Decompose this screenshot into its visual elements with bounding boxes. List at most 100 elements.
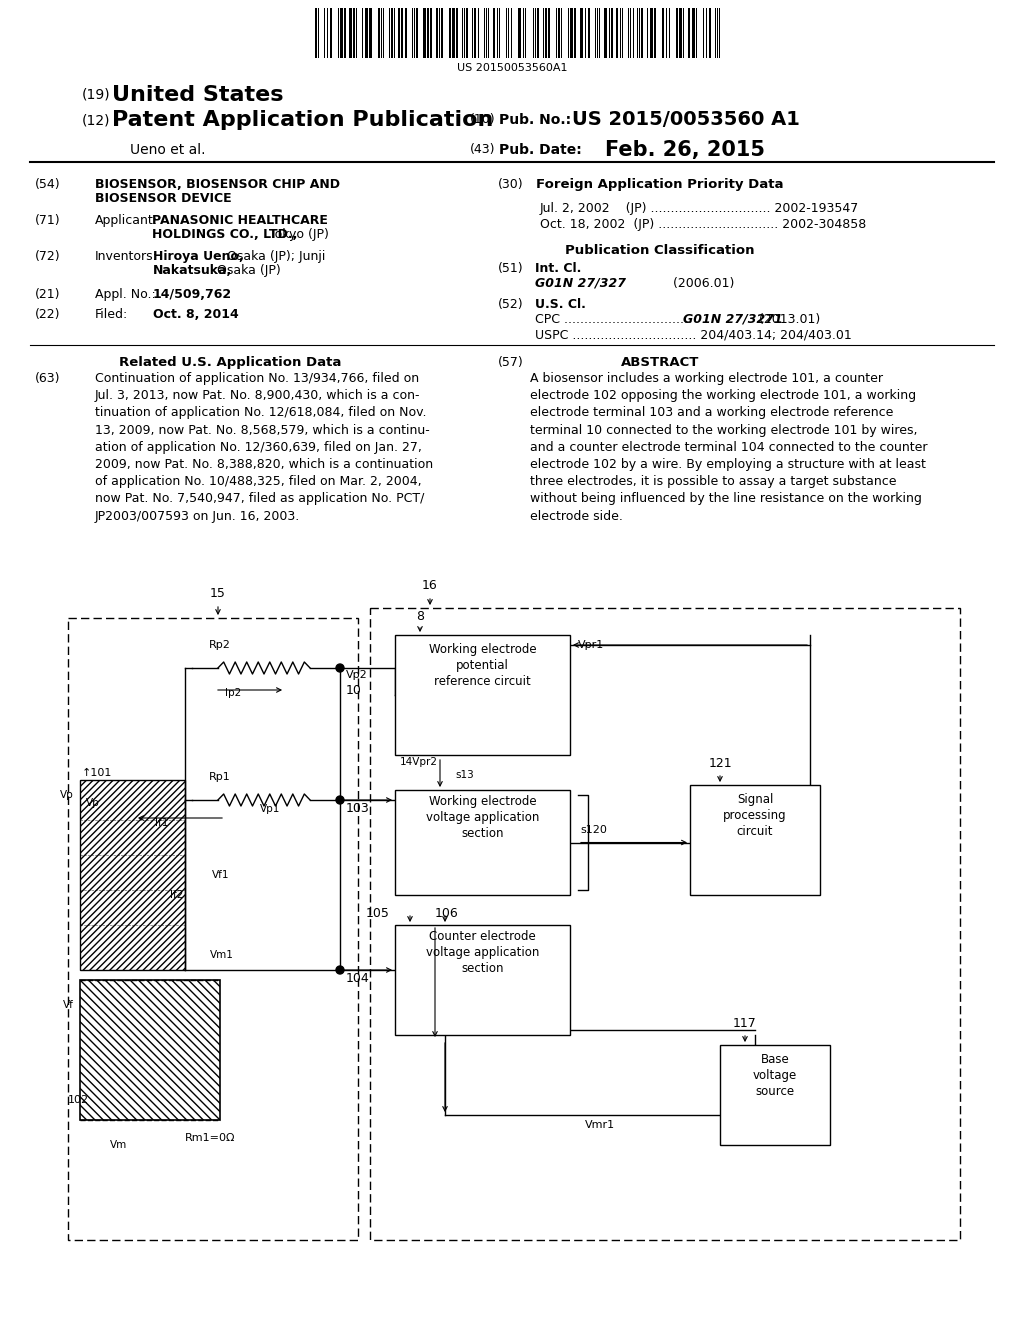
Text: Vf: Vf xyxy=(63,1001,74,1010)
Bar xyxy=(416,8,418,58)
Text: Vp2: Vp2 xyxy=(346,671,368,680)
Text: Continuation of application No. 13/934,766, filed on
Jul. 3, 2013, now Pat. No. : Continuation of application No. 13/934,7… xyxy=(95,372,433,523)
Bar xyxy=(423,8,426,58)
Bar xyxy=(679,8,682,58)
Text: s13: s13 xyxy=(455,770,474,780)
Bar xyxy=(449,8,451,58)
Text: (2006.01): (2006.01) xyxy=(633,277,734,290)
Text: (10): (10) xyxy=(470,114,496,125)
Bar xyxy=(692,8,695,58)
Text: (21): (21) xyxy=(35,288,60,301)
Text: Int. Cl.: Int. Cl. xyxy=(535,261,582,275)
Bar xyxy=(406,8,407,58)
Bar xyxy=(720,1045,830,1144)
Text: U.S. Cl.: U.S. Cl. xyxy=(535,298,586,312)
Bar xyxy=(353,8,355,58)
Text: 14/509,762: 14/509,762 xyxy=(153,288,232,301)
Circle shape xyxy=(336,796,344,804)
Text: Rm1=0Ω: Rm1=0Ω xyxy=(185,1133,236,1143)
Bar xyxy=(365,8,368,58)
Text: Oct. 8, 2014: Oct. 8, 2014 xyxy=(153,308,239,321)
Text: 105: 105 xyxy=(367,907,390,920)
Text: (30): (30) xyxy=(498,178,523,191)
Text: Inventors:: Inventors: xyxy=(95,249,158,263)
Text: Vpr1: Vpr1 xyxy=(578,640,604,649)
Text: United States: United States xyxy=(112,84,284,106)
Text: ABSTRACT: ABSTRACT xyxy=(621,356,699,370)
Bar xyxy=(80,979,220,1119)
Bar xyxy=(344,8,346,58)
Bar xyxy=(395,925,570,1035)
Bar xyxy=(349,8,352,58)
Text: s120: s120 xyxy=(580,825,607,836)
Text: Oct. 18, 2002  (JP) .............................. 2002-304858: Oct. 18, 2002 (JP) .....................… xyxy=(540,218,866,231)
Text: 117: 117 xyxy=(733,1016,757,1030)
Bar xyxy=(401,8,403,58)
Text: (57): (57) xyxy=(498,356,523,370)
Bar xyxy=(641,8,643,58)
Bar xyxy=(436,8,438,58)
Text: Counter electrode
voltage application
section: Counter electrode voltage application se… xyxy=(426,931,540,975)
Text: HOLDINGS CO., LTD.,: HOLDINGS CO., LTD., xyxy=(152,228,297,242)
Text: Base
voltage
source: Base voltage source xyxy=(753,1053,797,1098)
Text: 10: 10 xyxy=(346,684,361,697)
Bar xyxy=(545,8,547,58)
Text: Nakatsuka,: Nakatsuka, xyxy=(153,264,232,277)
Text: 103: 103 xyxy=(346,803,370,814)
Text: (22): (22) xyxy=(35,308,60,321)
Bar xyxy=(398,8,400,58)
Text: Vf1: Vf1 xyxy=(212,870,229,880)
Bar xyxy=(690,785,820,895)
Text: If2: If2 xyxy=(170,890,183,900)
Bar xyxy=(427,8,429,58)
Text: Signal
processing
circuit: Signal processing circuit xyxy=(723,793,786,838)
Text: (51): (51) xyxy=(498,261,523,275)
Text: 102: 102 xyxy=(68,1096,89,1105)
Bar xyxy=(611,8,613,58)
Bar xyxy=(604,8,607,58)
Bar xyxy=(370,609,961,1239)
Text: PANASONIC HEALTHCARE: PANASONIC HEALTHCARE xyxy=(152,214,328,227)
Bar xyxy=(558,8,560,58)
Text: Hiroya Ueno,: Hiroya Ueno, xyxy=(153,249,244,263)
Text: (2013.01): (2013.01) xyxy=(755,313,820,326)
Text: 121: 121 xyxy=(709,756,732,770)
Text: (52): (52) xyxy=(498,298,523,312)
Text: Related U.S. Application Data: Related U.S. Application Data xyxy=(119,356,341,370)
Text: 16: 16 xyxy=(422,579,438,591)
Text: Publication Classification: Publication Classification xyxy=(565,244,755,257)
Bar xyxy=(395,789,570,895)
Text: (43): (43) xyxy=(470,143,496,156)
Text: Ip2: Ip2 xyxy=(225,688,242,698)
Text: Patent Application Publication: Patent Application Publication xyxy=(112,110,494,129)
Text: 15: 15 xyxy=(210,587,226,601)
Bar xyxy=(574,8,575,58)
Bar xyxy=(466,8,468,58)
Text: Working electrode
voltage application
section: Working electrode voltage application se… xyxy=(426,795,540,840)
Text: Applicant:: Applicant: xyxy=(95,214,158,227)
Text: (71): (71) xyxy=(35,214,60,227)
Bar xyxy=(688,8,690,58)
Text: Vm: Vm xyxy=(110,1140,127,1150)
Bar xyxy=(676,8,678,58)
Text: If1: If1 xyxy=(155,818,168,828)
Bar xyxy=(395,635,570,755)
Text: 8: 8 xyxy=(416,610,424,623)
Text: Osaka (JP); Junji: Osaka (JP); Junji xyxy=(223,249,326,263)
Text: Rp1: Rp1 xyxy=(209,772,230,781)
Text: CPC ................................: CPC ................................ xyxy=(535,313,692,326)
Bar xyxy=(650,8,653,58)
Text: Feb. 26, 2015: Feb. 26, 2015 xyxy=(605,140,765,160)
Text: Pub. No.:: Pub. No.: xyxy=(499,114,571,127)
Text: Vm1: Vm1 xyxy=(210,950,233,960)
Text: Vmr1: Vmr1 xyxy=(585,1119,615,1130)
Bar xyxy=(68,618,358,1239)
Text: (19): (19) xyxy=(81,88,110,102)
Bar xyxy=(330,8,332,58)
Bar xyxy=(430,8,432,58)
Text: USPC ............................... 204/403.14; 204/403.01: USPC ............................... 204… xyxy=(535,327,852,341)
Text: Filed:: Filed: xyxy=(95,308,128,321)
Bar xyxy=(709,8,711,58)
Text: 106: 106 xyxy=(435,907,459,920)
Bar xyxy=(570,8,573,58)
